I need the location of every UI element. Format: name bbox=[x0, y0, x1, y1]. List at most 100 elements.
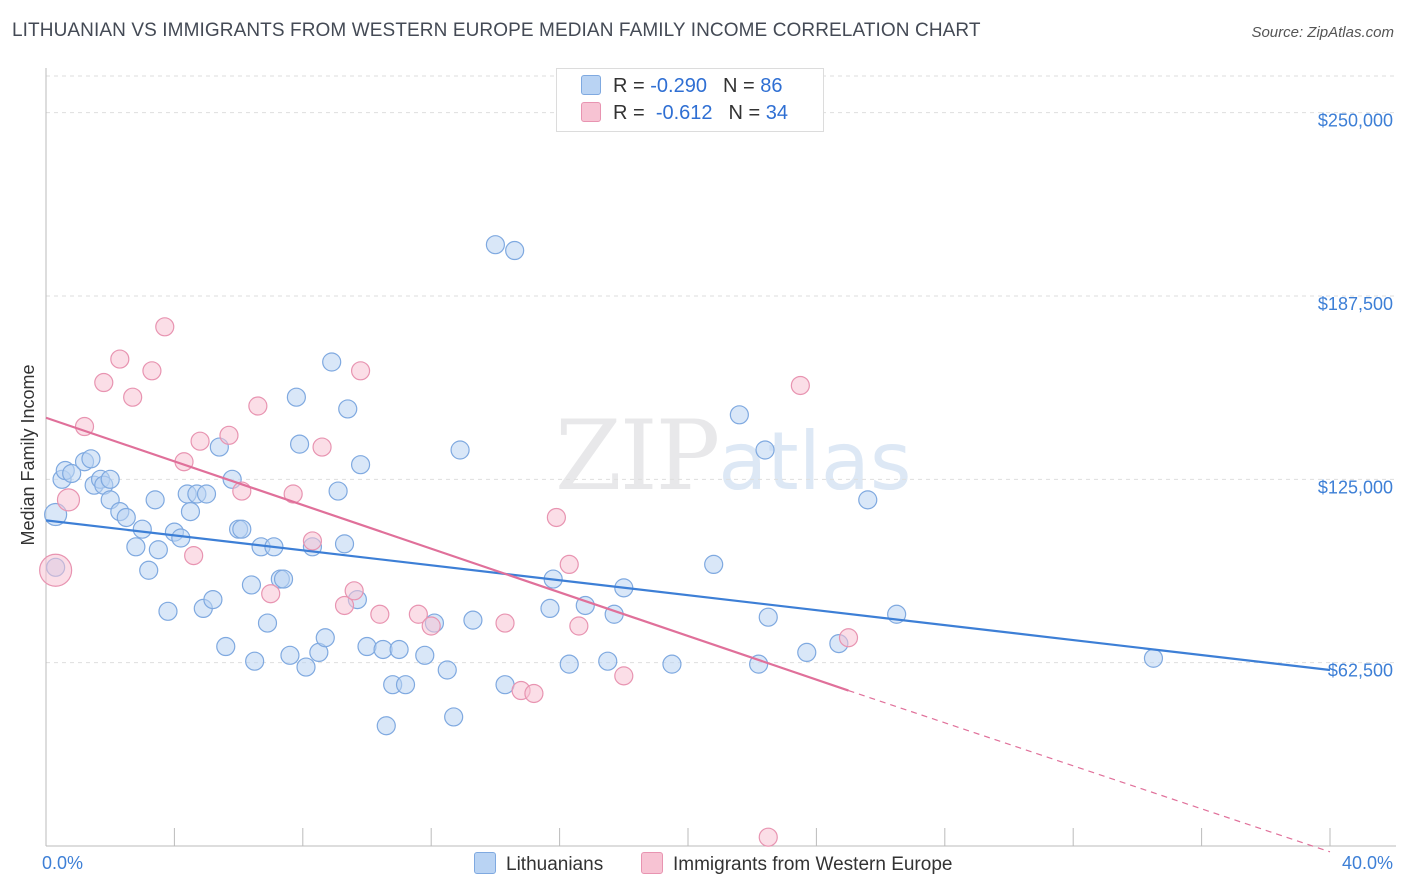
legend-r-value: -0.612 bbox=[655, 102, 713, 124]
legend-r-label: R = bbox=[613, 75, 645, 97]
point-lithuanians bbox=[540, 598, 560, 619]
x-tick-label: 40.0% bbox=[1342, 853, 1393, 873]
point-immigrants bbox=[569, 616, 589, 636]
legend-row-lithuanians: R = -0.290 N = 86 bbox=[581, 75, 782, 101]
point-lithuanians bbox=[598, 651, 618, 671]
point-lithuanians bbox=[328, 481, 348, 501]
axes bbox=[45, 68, 1396, 847]
point-lithuanians bbox=[280, 645, 300, 665]
point-lithuanians bbox=[81, 449, 101, 469]
point-lithuanians bbox=[257, 613, 278, 633]
point-lithuanians bbox=[437, 660, 457, 680]
series-name: Lithuanians bbox=[506, 854, 604, 875]
point-lithuanians bbox=[145, 490, 165, 510]
legend-r-label: R = bbox=[613, 102, 645, 124]
trend-line-immigrants-extension bbox=[848, 689, 1331, 853]
point-lithuanians bbox=[797, 642, 817, 663]
source-label: Source: ZipAtlas.com bbox=[1251, 24, 1394, 41]
point-immigrants bbox=[74, 416, 95, 437]
point-immigrants bbox=[312, 437, 332, 457]
point-immigrants bbox=[344, 581, 364, 601]
point-immigrants bbox=[94, 372, 114, 393]
point-lithuanians bbox=[755, 440, 775, 460]
point-lithuanians bbox=[444, 707, 464, 727]
point-immigrants bbox=[559, 554, 579, 575]
data-points bbox=[39, 235, 1164, 847]
point-lithuanians bbox=[495, 675, 515, 695]
point-lithuanians bbox=[450, 440, 470, 460]
point-immigrants bbox=[56, 488, 81, 512]
point-lithuanians bbox=[338, 399, 358, 419]
point-lithuanians bbox=[100, 469, 120, 489]
point-immigrants bbox=[219, 425, 239, 445]
y-tick-labels: $62,500 $125,000 $187,500 $250,000 bbox=[1318, 111, 1393, 681]
point-lithuanians bbox=[389, 639, 409, 660]
point-immigrants bbox=[838, 628, 859, 648]
legend-n-value: 86 bbox=[760, 75, 783, 97]
point-lithuanians bbox=[575, 595, 595, 616]
series-legend-lithuanians: Lithuanians bbox=[474, 852, 603, 876]
legend-swatch-blue bbox=[581, 75, 601, 95]
point-lithuanians bbox=[148, 540, 168, 560]
series-swatch-blue bbox=[474, 852, 496, 874]
point-lithuanians bbox=[559, 654, 579, 674]
point-lithuanians bbox=[858, 490, 878, 510]
point-immigrants bbox=[248, 396, 268, 416]
point-immigrants bbox=[302, 531, 323, 551]
watermark: ZIPatlas bbox=[555, 400, 912, 512]
point-immigrants bbox=[350, 361, 371, 381]
point-immigrants bbox=[790, 375, 810, 396]
point-lithuanians bbox=[286, 387, 306, 407]
point-lithuanians bbox=[126, 537, 146, 557]
point-lithuanians bbox=[139, 560, 159, 580]
y-axis-label: Median Family Income bbox=[18, 364, 38, 545]
point-lithuanians bbox=[376, 716, 396, 736]
point-lithuanians bbox=[116, 507, 136, 528]
point-lithuanians bbox=[505, 240, 525, 261]
point-lithuanians bbox=[62, 463, 82, 484]
point-lithuanians bbox=[196, 484, 217, 504]
point-immigrants bbox=[370, 604, 390, 624]
y-tick-label: $125,000 bbox=[1318, 477, 1393, 497]
chart-title: LITHUANIAN VS IMMIGRANTS FROM WESTERN EU… bbox=[12, 20, 981, 41]
point-lithuanians bbox=[395, 675, 416, 695]
point-lithuanians bbox=[415, 645, 435, 665]
point-immigrants bbox=[123, 387, 143, 407]
point-lithuanians bbox=[373, 639, 393, 660]
point-lithuanians bbox=[334, 534, 355, 554]
point-lithuanians bbox=[241, 575, 262, 595]
point-immigrants bbox=[408, 604, 428, 624]
point-immigrants bbox=[495, 613, 515, 633]
legend-r-value: -0.290 bbox=[650, 75, 707, 97]
legend-n-label: N = bbox=[728, 102, 761, 124]
x-tick-label: 0.0% bbox=[42, 853, 83, 873]
series-swatch-pink bbox=[641, 852, 663, 874]
point-lithuanians bbox=[180, 502, 201, 522]
point-immigrants bbox=[190, 431, 210, 451]
point-lithuanians bbox=[1143, 648, 1164, 668]
trend-lines bbox=[45, 416, 1331, 853]
point-lithuanians bbox=[232, 519, 252, 539]
point-lithuanians bbox=[296, 657, 316, 677]
point-immigrants bbox=[283, 484, 303, 504]
point-lithuanians bbox=[350, 455, 371, 475]
point-lithuanians bbox=[322, 352, 342, 372]
y-tick-label: $62,500 bbox=[1328, 661, 1393, 681]
point-lithuanians bbox=[216, 636, 236, 657]
point-lithuanians bbox=[158, 601, 178, 621]
gridlines bbox=[46, 75, 1396, 664]
point-lithuanians bbox=[171, 528, 191, 548]
point-lithuanians bbox=[203, 589, 223, 610]
point-lithuanians bbox=[704, 554, 724, 575]
point-lithuanians bbox=[245, 651, 265, 671]
point-immigrants bbox=[758, 827, 778, 847]
legend-row-immigrants: R = -0.612 N = 34 bbox=[581, 102, 788, 128]
trend-line-immigrants bbox=[45, 416, 849, 692]
point-immigrants bbox=[334, 595, 355, 616]
trend-line-lithuanians bbox=[45, 519, 1331, 672]
point-lithuanians bbox=[357, 636, 377, 657]
point-immigrants bbox=[614, 666, 634, 686]
stats-legend: R = -0.290 N = 86 R = -0.612 N = 34 bbox=[556, 68, 824, 132]
legend-swatch-pink bbox=[581, 102, 601, 122]
